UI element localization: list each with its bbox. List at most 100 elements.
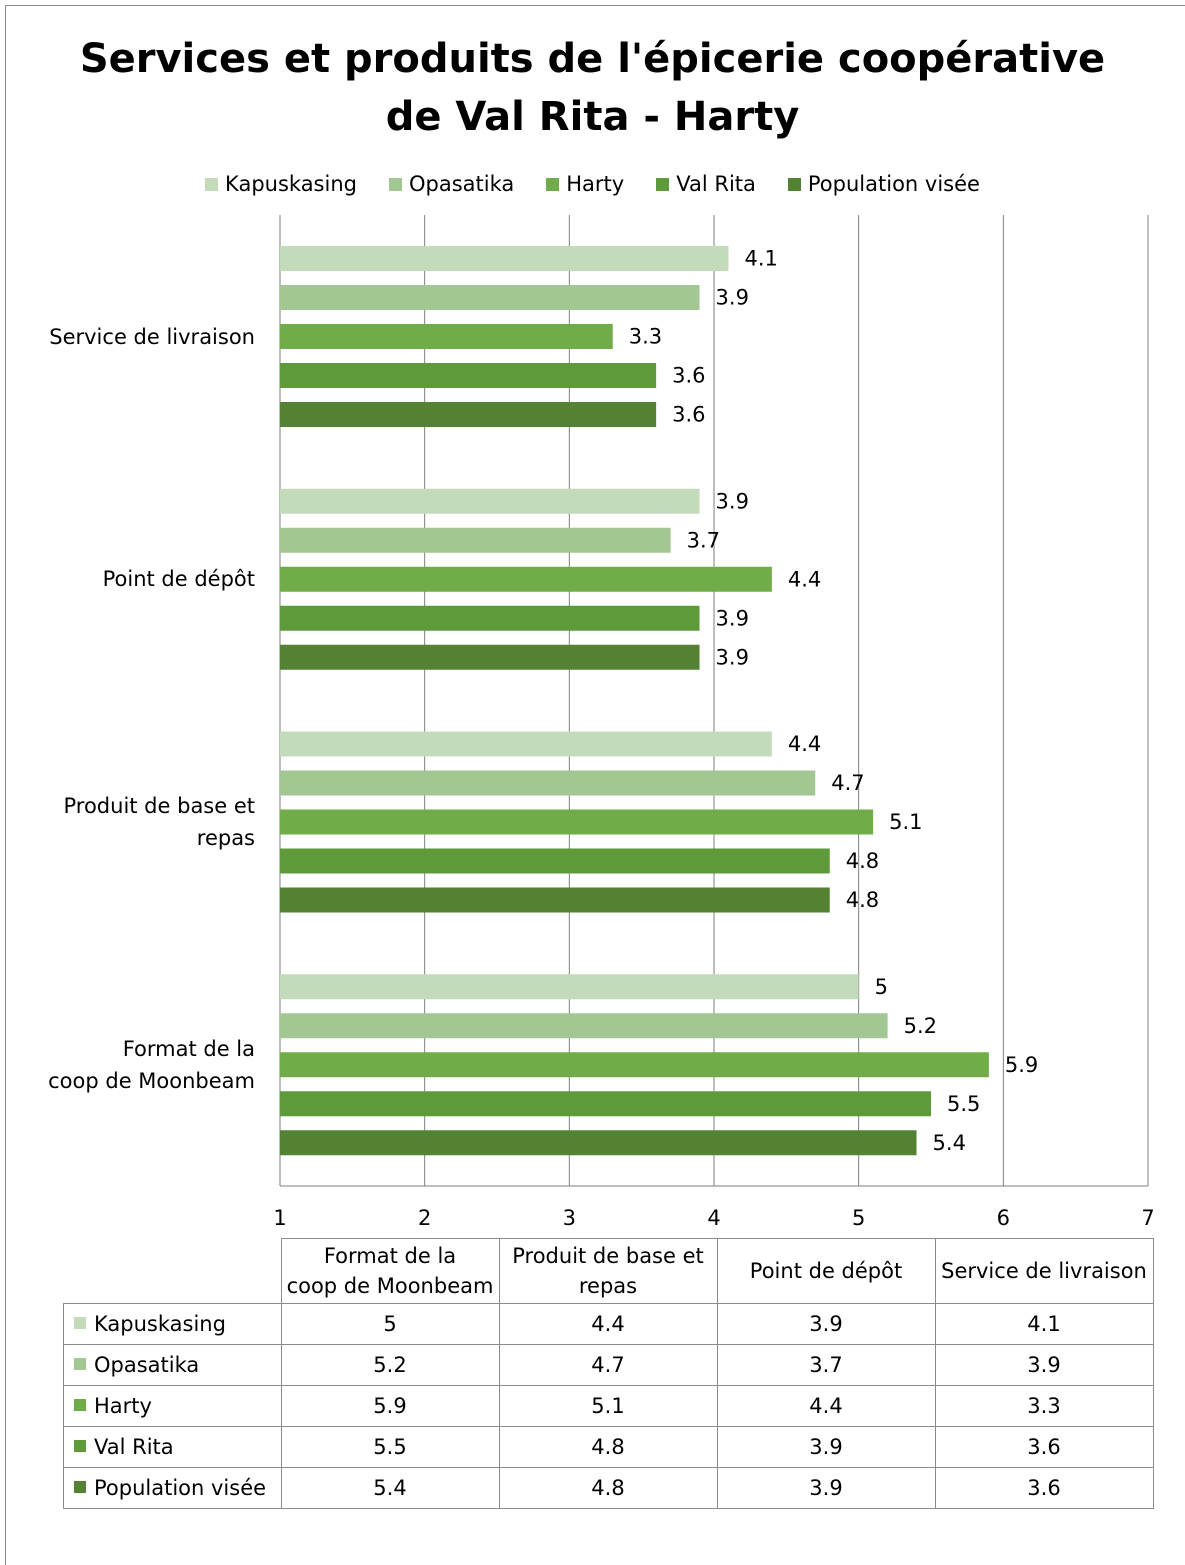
data-table-header-format-de-la-coop-de-moonbeam: Format de la coop de Moonbeam [280,1238,500,1304]
bar-format-de-la-coop-de-moonbeam-opasatika [280,1013,888,1039]
bar-service-de-livraison-harty [280,324,613,349]
bar-format-de-la-coop-de-moonbeam-kapuskasing [280,974,859,1000]
row-label-text: Opasatika [94,1353,200,1377]
bar-point-de-depot-harty [280,566,772,592]
category-label-point-de-depot: Point de dépôt [102,567,255,592]
bar-produit-de-base-et-repas-kapuskasing [280,731,772,757]
row-label-text: Population visée [94,1476,267,1500]
data-table-row-label-harty: Harty [63,1385,282,1427]
bar-point-de-depot-population-visee [280,644,700,670]
bar-format-de-la-coop-de-moonbeam-population-visee [280,1130,917,1156]
tick-label-4: 4 [707,1206,721,1230]
data-label-format-de-la-coop-de-moonbeam-kapuskasing: 5 [875,975,888,999]
chart-title-line-2: de Val Rita - Harty [385,94,800,140]
data-table-header-produit-de-base-et-repas: Produit de base et repas [498,1238,718,1304]
bar-format-de-la-coop-de-moonbeam-val-rita [280,1091,931,1117]
data-label-format-de-la-coop-de-moonbeam-population-visee: 5.4 [933,1131,966,1155]
bar-produit-de-base-et-repas-val-rita [280,848,830,874]
data-table-cell-opasatika-service-de-livraison: 3.9 [934,1344,1154,1386]
legend-key-swatch [74,1317,86,1329]
legend-key-swatch [74,1481,86,1493]
legend-swatch [787,177,801,191]
legend-label: Harty [566,172,625,196]
data-table-cell-harty-format-de-la-coop-de-moonbeam: 5.9 [280,1385,500,1427]
data-table-header-service-de-livraison: Service de livraison [934,1238,1154,1304]
category-label-service-de-livraison: Service de livraison [49,324,255,349]
table-row: Opasatika 5.2 4.7 3.7 3.9 [63,1344,1154,1386]
data-table-cell-population-visee-point-de-depot: 3.9 [716,1467,936,1509]
data-table-cell-population-visee-format-de-la-coop-de-moonbeam: 5.4 [280,1467,500,1509]
data-table-cell-val-rita-service-de-livraison: 3.6 [934,1426,1154,1468]
data-label-point-de-depot-val-rita: 3.9 [716,606,749,630]
row-label-text: Val Rita [94,1435,174,1459]
data-label-produit-de-base-et-repas-val-rita: 4.8 [846,849,879,873]
legend-label: Population visée [807,172,980,196]
data-label-produit-de-base-et-repas-kapuskasing: 4.4 [788,732,821,756]
data-table-cell-opasatika-format-de-la-coop-de-moonbeam: 5.2 [280,1344,500,1386]
data-label-service-de-livraison-opasatika: 3.9 [716,286,749,310]
data-label-point-de-depot-population-visee: 3.9 [716,645,749,669]
data-label-service-de-livraison-val-rita: 3.6 [672,364,705,388]
legend-label: Kapuskasing [225,172,357,196]
legend-item-opasatika: Opasatika [388,172,515,196]
data-label-format-de-la-coop-de-moonbeam-harty: 5.9 [1005,1053,1038,1077]
data-label-point-de-depot-harty: 4.4 [788,567,821,591]
data-table-cell-opasatika-produit-de-base-et-repas: 4.7 [498,1344,718,1386]
data-table-cell-val-rita-format-de-la-coop-de-moonbeam: 5.5 [280,1426,500,1468]
data-table-corner [63,1238,282,1304]
data-label-point-de-depot-opasatika: 3.7 [687,528,720,552]
bar-service-de-livraison-val-rita [280,363,657,388]
data-table-cell-harty-produit-de-base-et-repas: 5.1 [498,1385,718,1427]
data-table-row-label-opasatika: Opasatika [63,1344,282,1386]
bar-produit-de-base-et-repas-harty [280,809,874,835]
data-table-cell-kapuskasing-service-de-livraison: 4.1 [934,1303,1154,1345]
legend-swatch [546,177,560,191]
data-table-cell-kapuskasing-format-de-la-coop-de-moonbeam: 5 [280,1303,500,1345]
data-table-cell-harty-service-de-livraison: 3.3 [934,1385,1154,1427]
data-label-point-de-depot-kapuskasing: 3.9 [716,489,749,513]
legend-label: Val Rita [676,172,756,196]
legend-key-swatch [74,1358,86,1370]
table-row: Kapuskasing 5 4.4 3.9 4.1 [63,1303,1154,1345]
bar-service-de-livraison-opasatika [280,285,700,310]
legend-swatch [388,177,402,191]
data-label-service-de-livraison-population-visee: 3.6 [672,403,705,427]
chart-frame [5,5,1185,1565]
legend-item-harty: Harty [546,172,624,196]
bar-format-de-la-coop-de-moonbeam-harty [280,1052,989,1078]
data-table-cell-kapuskasing-produit-de-base-et-repas: 4.4 [498,1303,718,1345]
tick-label-5: 5 [851,1206,866,1230]
data-label-service-de-livraison-harty: 3.3 [629,325,662,349]
bar-service-de-livraison-population-visee [280,402,657,427]
data-table-cell-val-rita-produit-de-base-et-repas: 4.8 [498,1426,718,1468]
data-table-cell-opasatika-point-de-depot: 3.7 [716,1344,936,1386]
legend-label: Opasatika [408,172,515,196]
data-label-produit-de-base-et-repas-opasatika: 4.7 [831,771,864,795]
data-table-cell-harty-point-de-depot: 4.4 [716,1385,936,1427]
tick-label-3: 3 [562,1206,577,1230]
tick-label-7: 7 [1141,1206,1155,1230]
data-table-row-label-population-visee: Population visée [63,1467,282,1509]
table-row: Population visée 5.4 4.8 3.9 3.6 [63,1467,1154,1509]
legend-item-val-rita: Val Rita [656,172,756,196]
bar-produit-de-base-et-repas-population-visee [280,887,830,913]
chart-title: Services et produits de l'épicerie coopé… [0,30,1185,146]
data-label-produit-de-base-et-repas-harty: 5.1 [889,810,922,834]
bar-service-de-livraison-kapuskasing [280,246,729,271]
data-table-cell-kapuskasing-point-de-depot: 3.9 [716,1303,936,1345]
data-table-row-label-val-rita: Val Rita [63,1426,282,1468]
bar-point-de-depot-val-rita [280,605,700,631]
data-label-produit-de-base-et-repas-population-visee: 4.8 [846,888,879,912]
data-label-format-de-la-coop-de-moonbeam-val-rita: 5.5 [947,1092,980,1116]
tick-label-1: 1 [273,1206,287,1230]
table-row: Harty 5.9 5.1 4.4 3.3 [63,1385,1154,1427]
legend-swatch [656,177,670,191]
legend-item-kapuskasing: Kapuskasing [205,172,357,196]
row-label-text: Harty [94,1394,152,1418]
bar-produit-de-base-et-repas-opasatika [280,770,816,796]
bar-point-de-depot-opasatika [280,527,671,553]
data-table: Format de la coop de Moonbeam Produit de … [63,1238,1154,1509]
chart-legend: Kapuskasing Opasatika Harty Val Rita Populat… [0,172,1185,196]
chart-title-line-1: Services et produits de l'épicerie coopé… [79,36,1106,82]
